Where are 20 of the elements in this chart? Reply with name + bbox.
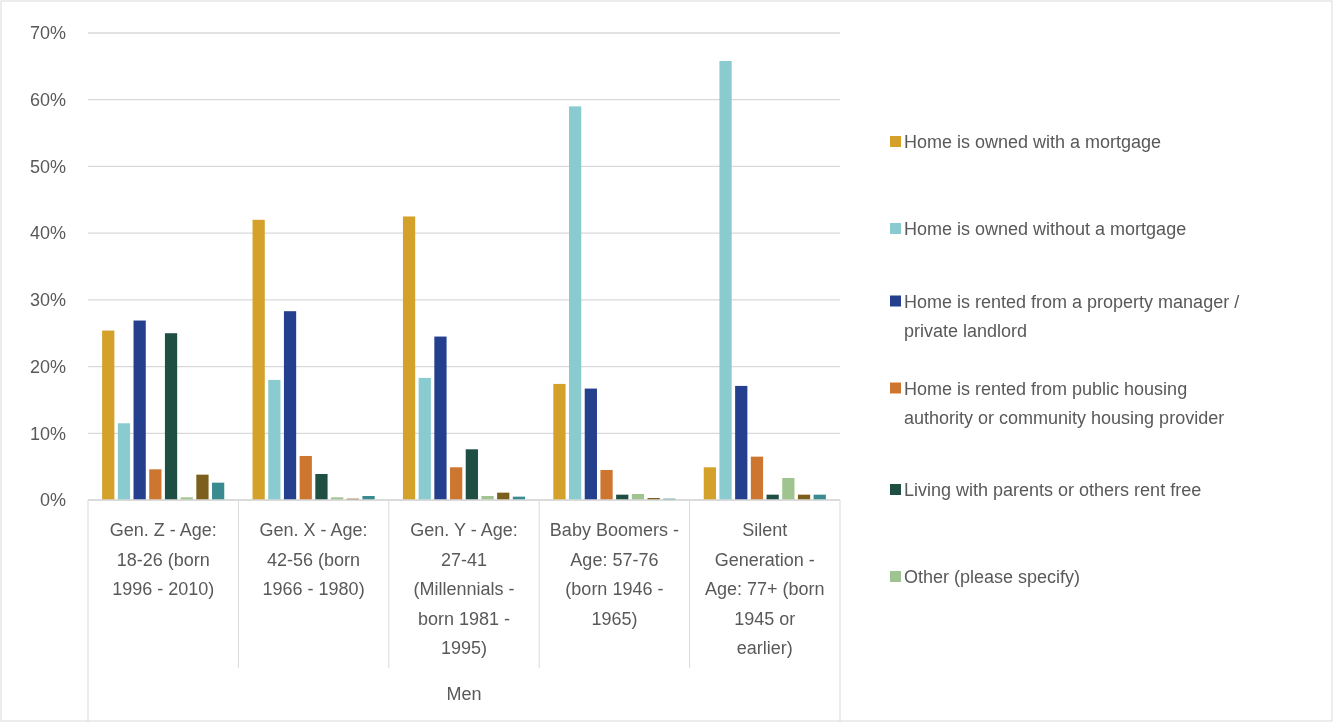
x-axis-title: Men [446,684,482,704]
legend-label: Home is owned without a mortgage [904,219,1187,240]
legend-label: Other (please specify) [904,567,1081,588]
y-tick-label: 0% [39,490,66,511]
x-tick-label: Baby Boomers - Age: 57-76 (born 1946 - 1965) [549,520,679,629]
y-tick-label: 40% [29,223,66,244]
x-tick-label: Gen. Z - Age: 18-26 (born 1996 - 2010) [109,520,217,599]
legend-label: Home is rented from a property manager / private landlord [904,291,1240,341]
y-tick-label: 30% [29,290,66,311]
legend-label: Home is rented from public housing authority or community housing provider [904,378,1225,428]
x-tick-label: Gen. X - Age: 42-56 (born 1966 - 1980) [259,520,368,599]
legend-label: Home is owned with a mortgage [904,132,1162,153]
y-tick-label: 70% [29,23,66,44]
y-tick-label: 50% [29,156,66,177]
legend-label: Living with parents or others rent free [904,480,1202,501]
y-tick-label: 10% [29,423,66,444]
x-tick-label: Silent Generation - Age: 77+ (born 1945 or earlier) [705,520,825,658]
y-tick-label: 60% [29,90,66,111]
y-tick-label: 20% [29,356,66,377]
x-tick-label: Gen. Y - Age: 27-41 (Millennials - born 1981 - 1995) [410,520,518,658]
